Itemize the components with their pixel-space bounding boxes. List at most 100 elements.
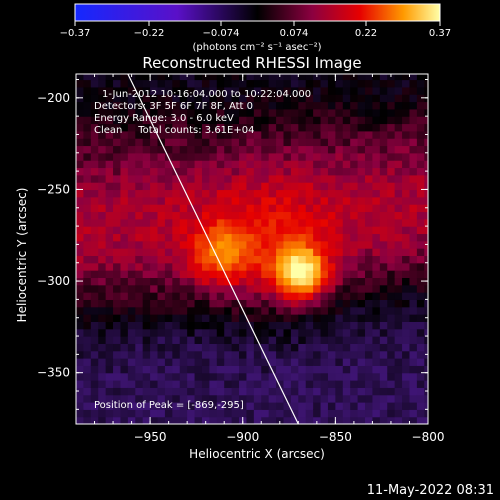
heatmap-cell	[127, 94, 136, 103]
heatmap-cell	[201, 167, 210, 176]
heatmap-cell	[172, 226, 181, 235]
heatmap-cell	[246, 189, 255, 198]
heatmap-cell	[357, 182, 366, 191]
heatmap-cell	[261, 409, 270, 418]
heatmap-cell	[216, 402, 225, 410]
heatmap-cell	[164, 409, 173, 418]
heatmap-cell	[335, 409, 344, 418]
heatmap-cell	[201, 292, 210, 300]
heatmap-cell	[105, 152, 114, 161]
heatmap-cell	[172, 255, 181, 264]
heatmap-cell	[372, 350, 381, 359]
heatmap-cell	[157, 409, 166, 418]
heatmap-cell	[239, 299, 248, 308]
heatmap-cell	[90, 255, 99, 264]
heatmap-cell	[409, 306, 418, 315]
heatmap-cell	[172, 299, 181, 308]
heatmap-cell	[246, 306, 255, 315]
heatmap-cell	[298, 350, 307, 359]
heatmap-cell	[127, 204, 136, 213]
heatmap-cell	[113, 123, 122, 132]
heatmap-cell	[105, 182, 114, 191]
heatmap-cell	[402, 262, 411, 271]
heatmap-cell	[216, 284, 225, 293]
heatmap-cell	[394, 174, 403, 183]
colorbar-tick-label: −0.37	[60, 28, 91, 39]
heatmap-cell	[135, 182, 144, 191]
heatmap-cell	[424, 262, 428, 271]
heatmap-cell	[409, 394, 418, 403]
heatmap-cell	[409, 196, 418, 205]
heatmap-cell	[187, 314, 196, 322]
heatmap-cell	[327, 189, 336, 198]
heatmap-cell	[194, 314, 203, 322]
heatmap-cell	[327, 306, 336, 315]
heatmap-cell	[150, 262, 159, 271]
heatmap-cell	[283, 394, 292, 403]
heatmap-cell	[179, 226, 188, 235]
x-tick-label: −950	[134, 430, 167, 444]
heatmap-cell	[142, 328, 151, 337]
heatmap-cell	[335, 233, 344, 242]
heatmap-cell	[320, 145, 329, 154]
heatmap-cell	[179, 255, 188, 264]
heatmap-cell	[127, 226, 136, 235]
heatmap-cell	[120, 248, 129, 257]
heatmap-cell	[239, 387, 248, 396]
heatmap-cell	[305, 218, 314, 227]
heatmap-cell	[342, 394, 351, 403]
heatmap-cell	[194, 182, 203, 191]
heatmap-cell	[142, 270, 151, 279]
heatmap-cell	[187, 138, 196, 147]
heatmap-cell	[224, 123, 233, 132]
heatmap-cell	[342, 402, 351, 410]
heatmap-cell	[157, 79, 166, 88]
heatmap-cell	[424, 108, 428, 117]
heatmap-cell	[194, 394, 203, 403]
heatmap-cell	[416, 270, 425, 279]
heatmap-cell	[83, 270, 92, 279]
heatmap-cell	[231, 189, 240, 198]
heatmap-cell	[320, 74, 329, 81]
heatmap-cell	[379, 262, 388, 271]
heatmap-cell	[127, 101, 136, 110]
x-tick-label: −800	[412, 430, 445, 444]
heatmap-cell	[320, 152, 329, 161]
heatmap-cell	[194, 116, 203, 125]
heatmap-cell	[261, 74, 270, 81]
heatmap-cell	[320, 204, 329, 213]
heatmap-cell	[416, 402, 425, 410]
heatmap-cell	[105, 138, 114, 147]
heatmap-cell	[246, 314, 255, 322]
heatmap-cell	[387, 350, 396, 359]
heatmap-cell	[268, 336, 277, 344]
heatmap-cell	[320, 240, 329, 249]
heatmap-cell	[261, 94, 270, 103]
heatmap-cell	[387, 380, 396, 388]
heatmap-cell	[313, 145, 322, 154]
heatmap-cell	[276, 145, 285, 154]
heatmap-cell	[357, 101, 366, 110]
heatmap-cell	[335, 79, 344, 88]
heatmap-cell	[194, 204, 203, 213]
heatmap-cell	[231, 174, 240, 183]
heatmap-cell	[239, 343, 248, 352]
heatmap-cell	[335, 262, 344, 271]
heatmap-cell	[379, 152, 388, 161]
heatmap-cell	[224, 306, 233, 315]
heatmap-cell	[253, 372, 262, 381]
heatmap-cell	[164, 358, 173, 366]
heatmap-cell	[246, 211, 255, 220]
heatmap-cell	[201, 130, 210, 139]
heatmap-cell	[283, 160, 292, 169]
heatmap-cell	[290, 86, 299, 95]
heatmap-cell	[231, 277, 240, 286]
heatmap-cell	[327, 255, 336, 264]
heatmap-cell	[187, 218, 196, 227]
heatmap-cell	[209, 255, 218, 264]
heatmap-cell	[239, 189, 248, 198]
heatmap-cell	[409, 299, 418, 308]
heatmap-cell	[105, 204, 114, 213]
heatmap-cell	[120, 365, 129, 374]
heatmap-cell	[350, 160, 359, 169]
